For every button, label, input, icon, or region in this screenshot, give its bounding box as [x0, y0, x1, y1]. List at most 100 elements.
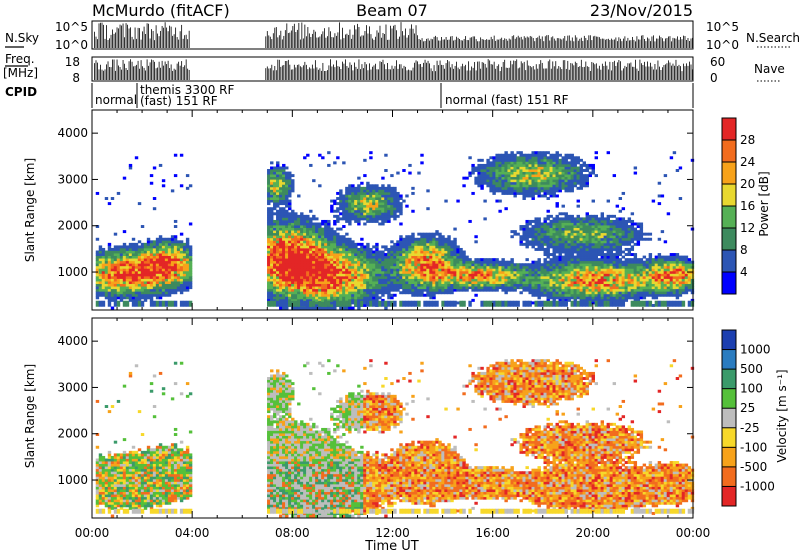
- power-cell: [423, 250, 427, 254]
- power-cell: [507, 268, 511, 272]
- power-cell: [273, 258, 277, 262]
- power-cell: [164, 291, 169, 295]
- nsky-tick-high: 10^5: [55, 20, 88, 34]
- power-cell: [285, 283, 289, 287]
- power-cell: [549, 275, 553, 279]
- power-cell: [279, 273, 283, 277]
- power-cell: [435, 288, 439, 292]
- power-cell: [435, 258, 439, 262]
- power-cell: [375, 245, 379, 249]
- power-cell: [321, 230, 325, 234]
- power-cell: [498, 270, 502, 274]
- power-cell: [321, 260, 325, 264]
- power-cell: [336, 265, 340, 269]
- power-cell: [564, 296, 568, 300]
- power-cell: [291, 268, 295, 272]
- power-cell: [366, 209, 370, 213]
- power-cell: [321, 278, 325, 282]
- power-cell: [384, 306, 388, 310]
- power-cell: [519, 184, 523, 188]
- power-cell: [306, 296, 310, 300]
- power-cell: [161, 263, 166, 267]
- power-cell: [558, 222, 562, 226]
- power-cell: [279, 253, 283, 257]
- power-cell: [474, 286, 478, 290]
- power-cell: [552, 225, 556, 228]
- power-cell: [348, 263, 352, 267]
- power-ground-scatter: [408, 300, 412, 307]
- power-cell: [399, 237, 403, 241]
- power-cell: [285, 263, 289, 267]
- power-cell: [372, 288, 376, 292]
- power-cell: [501, 258, 505, 262]
- power-cell: [549, 235, 553, 239]
- power-cell: [531, 281, 535, 285]
- power-cell: [366, 291, 370, 295]
- power-cell: [558, 179, 562, 183]
- power-cell: [423, 283, 427, 287]
- power-cell: [438, 253, 442, 257]
- power-ground-scatter: [273, 300, 277, 307]
- power-cell: [504, 171, 508, 175]
- power-cell: [537, 247, 541, 251]
- power-cell: [366, 250, 370, 254]
- power-cell: [372, 214, 376, 218]
- power-cell: [438, 283, 442, 287]
- power-cell: [525, 230, 529, 234]
- power-cell: [161, 240, 166, 244]
- power-cell: [327, 298, 331, 302]
- power-cell: [498, 268, 502, 272]
- power-cell: [501, 286, 505, 290]
- power-cell: [182, 270, 187, 274]
- power-cell: [321, 222, 325, 226]
- power-cell: [489, 184, 493, 188]
- power-cell: [131, 298, 136, 302]
- power-cell: [330, 204, 334, 208]
- cpid-strip: CPID normal themis 3300 RF (fast) 151 RF…: [5, 83, 694, 108]
- power-cell: [122, 296, 127, 300]
- power-cell: [366, 184, 370, 188]
- power-cell: [549, 281, 553, 285]
- power-cell: [549, 153, 553, 157]
- power-cell: [309, 227, 313, 231]
- power-ground-scatter: [459, 300, 463, 307]
- power-cell: [393, 194, 397, 198]
- power-cell: [495, 179, 499, 183]
- power-cell: [387, 212, 391, 216]
- power-cell: [306, 263, 310, 267]
- power-cell: [273, 227, 277, 231]
- power-cell: [188, 260, 193, 264]
- power-cell: [357, 194, 361, 198]
- power-cell: [179, 286, 184, 290]
- power-cell: [134, 270, 139, 274]
- power-cell: [125, 258, 130, 262]
- power-cell: [405, 265, 409, 269]
- power-cell: [429, 283, 433, 287]
- power-cell: [525, 227, 529, 231]
- power-cell: [477, 163, 481, 167]
- power-cell: [453, 270, 457, 274]
- power-cell: [179, 250, 184, 254]
- power-cell: [543, 217, 547, 221]
- power-cell: [273, 191, 277, 195]
- power-cell: [351, 283, 355, 287]
- power-cell: [558, 250, 562, 254]
- power-cell: [285, 212, 289, 216]
- power-cell: [375, 288, 379, 292]
- power-cell: [444, 278, 448, 282]
- power-cell: [366, 245, 370, 249]
- power-cell: [507, 281, 511, 285]
- power-cell: [558, 281, 562, 285]
- power-ground-scatter: [447, 300, 451, 307]
- power-cell: [312, 250, 316, 254]
- power-cell: [306, 258, 310, 262]
- power-cell: [558, 240, 562, 244]
- power-cell: [435, 232, 439, 236]
- power-cell: [324, 283, 328, 287]
- power-cell: [408, 253, 412, 257]
- power-cell: [411, 242, 415, 246]
- power-cell: [279, 281, 283, 285]
- power-cell: [423, 286, 427, 290]
- power-cell: [297, 286, 301, 290]
- power-cell: [270, 235, 274, 239]
